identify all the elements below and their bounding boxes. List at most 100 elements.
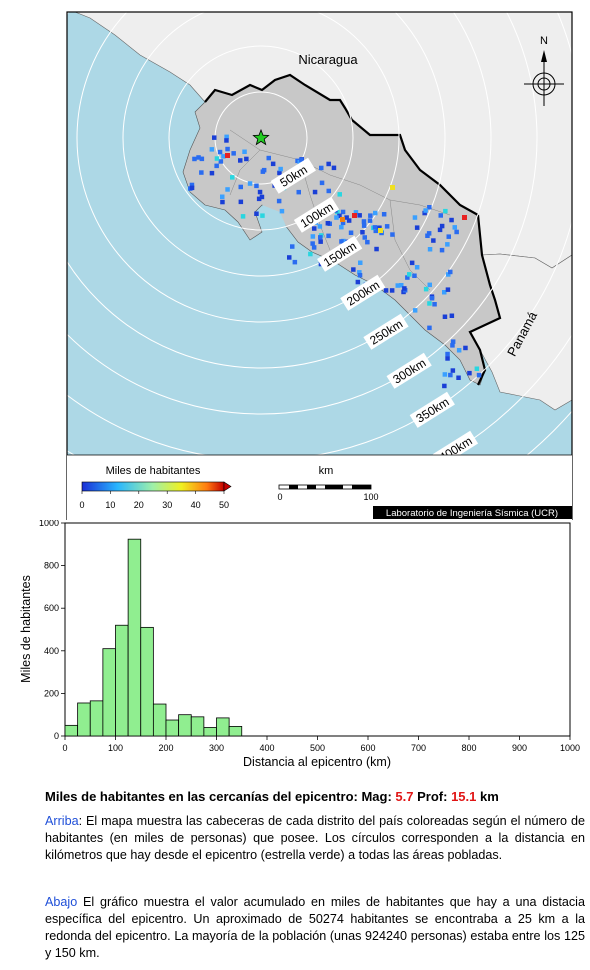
population-histogram: 0 100 200 300 400 500 600 700 800 900 1000 0 200 400… [19, 520, 580, 769]
credit-box [373, 506, 572, 519]
credit-label: Laboratorio de Ingeniería Sísmica (UCR) [386, 508, 558, 519]
district-marker [326, 161, 331, 167]
colorbar [81, 481, 225, 492]
district-marker [357, 273, 363, 278]
histogram-bar [127, 538, 142, 737]
district-marker [384, 224, 390, 229]
district-marker [199, 156, 205, 162]
scalebar-tick-0: 0 [277, 492, 282, 502]
district-marker [238, 199, 244, 205]
district-marker [308, 251, 313, 257]
district-marker [319, 165, 324, 171]
histogram-bar [64, 724, 79, 737]
district-marker [357, 213, 362, 218]
district-marker [346, 218, 352, 223]
colorbar-tick-label: 10 [105, 500, 115, 510]
x-tick-label: 900 [512, 743, 527, 753]
district-marker [318, 239, 323, 244]
caption-title: Miles de habitantes en las cercanías del… [45, 789, 585, 804]
district-marker [231, 151, 236, 156]
district-marker [431, 238, 436, 243]
histogram-bars [64, 538, 243, 737]
scalebar: 0 100 [277, 484, 379, 502]
district-marker [437, 227, 443, 233]
district-marker [454, 229, 459, 235]
x-axis-ticks: 0 100 200 300 400 500 600 700 800 900 1000 [62, 736, 580, 753]
district-marker [365, 239, 370, 245]
district-marker-high [340, 217, 345, 222]
district-marker [412, 273, 417, 278]
colorbar-tick-label: 30 [162, 500, 172, 510]
district-marker [212, 135, 217, 140]
district-marker [287, 255, 292, 260]
district-marker [448, 372, 453, 378]
district-marker [361, 223, 367, 228]
district-marker [422, 210, 427, 216]
district-marker [448, 269, 453, 275]
y-tick-label: 400 [44, 646, 59, 656]
district-marker [224, 134, 229, 140]
district-marker [339, 224, 344, 230]
x-tick-label: 500 [310, 743, 325, 753]
district-marker [340, 220, 346, 226]
district-marker [225, 146, 230, 152]
district-marker [427, 247, 433, 252]
district-marker-high [378, 228, 383, 233]
district-marker [405, 275, 410, 280]
y-tick-label: 800 [44, 561, 59, 571]
x-axis-label: Distancia al epicentro (km) [243, 755, 391, 769]
colorbar-title: Miles de habitantes [106, 465, 201, 477]
colorbar-tick-label: 50 [219, 500, 229, 510]
x-tick-label: 800 [461, 743, 476, 753]
y-axis-ticks: 0 200 400 600 800 1000 [39, 520, 65, 741]
district-marker [445, 356, 450, 361]
y-tick-label: 200 [44, 688, 59, 698]
nicaragua-border [204, 73, 479, 216]
district-marker [381, 212, 387, 217]
district-marker [297, 160, 302, 165]
x-tick-label: 1000 [560, 743, 580, 753]
colorbar-tick-label: 0 [79, 500, 84, 510]
district-marker [445, 242, 450, 247]
district-marker [456, 348, 462, 353]
district-marker [351, 267, 356, 272]
scalebar-title: km [319, 465, 334, 477]
ring-250km [67, 12, 492, 369]
district-marker [344, 215, 349, 220]
district-marker [423, 286, 429, 292]
district-marker [299, 157, 304, 163]
district-marker [196, 155, 201, 160]
district-marker [260, 213, 265, 218]
x-tick-label: 200 [158, 743, 173, 753]
district-marker [407, 272, 412, 277]
district-marker [450, 339, 456, 344]
x-tick-label: 300 [209, 743, 224, 753]
histogram-bar [102, 648, 116, 737]
caption-paragraph-bottom: Abajo El gráfico muestra el valor acumul… [45, 894, 585, 962]
district-marker [373, 210, 378, 216]
district-marker [256, 196, 262, 202]
top-label: Arriba [45, 814, 79, 828]
compass-icon: N [524, 35, 564, 106]
district-marker [474, 366, 480, 371]
district-marker [254, 183, 259, 189]
histogram-bar [216, 717, 230, 737]
district-marker [456, 375, 461, 380]
district-marker [242, 149, 247, 154]
epicenter-star-icon [252, 128, 270, 146]
district-marker [238, 184, 243, 190]
district-marker-high [352, 213, 357, 218]
district-marker [449, 217, 454, 223]
histogram-bar [228, 726, 243, 737]
x-tick-label: 700 [411, 743, 426, 753]
district-marker [337, 213, 342, 219]
district-marker [368, 213, 373, 218]
district-marker [254, 211, 259, 216]
district-marker [279, 208, 285, 214]
district-marker [446, 272, 451, 277]
district-marker [312, 226, 317, 231]
district-marker [310, 241, 315, 246]
district-marker [214, 163, 219, 169]
district-marker [373, 228, 378, 234]
district-marker [311, 245, 317, 250]
